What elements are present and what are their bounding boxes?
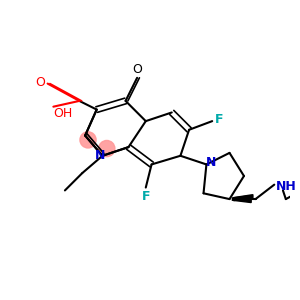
Text: F: F (215, 113, 224, 126)
Text: N: N (206, 157, 216, 169)
Text: O: O (132, 63, 142, 76)
Text: N: N (94, 149, 105, 162)
Text: F: F (142, 190, 150, 203)
Text: OH: OH (53, 107, 73, 120)
Text: NH: NH (276, 180, 296, 193)
Circle shape (99, 140, 115, 157)
Polygon shape (232, 196, 251, 202)
Text: O: O (35, 76, 45, 88)
Circle shape (80, 132, 96, 148)
